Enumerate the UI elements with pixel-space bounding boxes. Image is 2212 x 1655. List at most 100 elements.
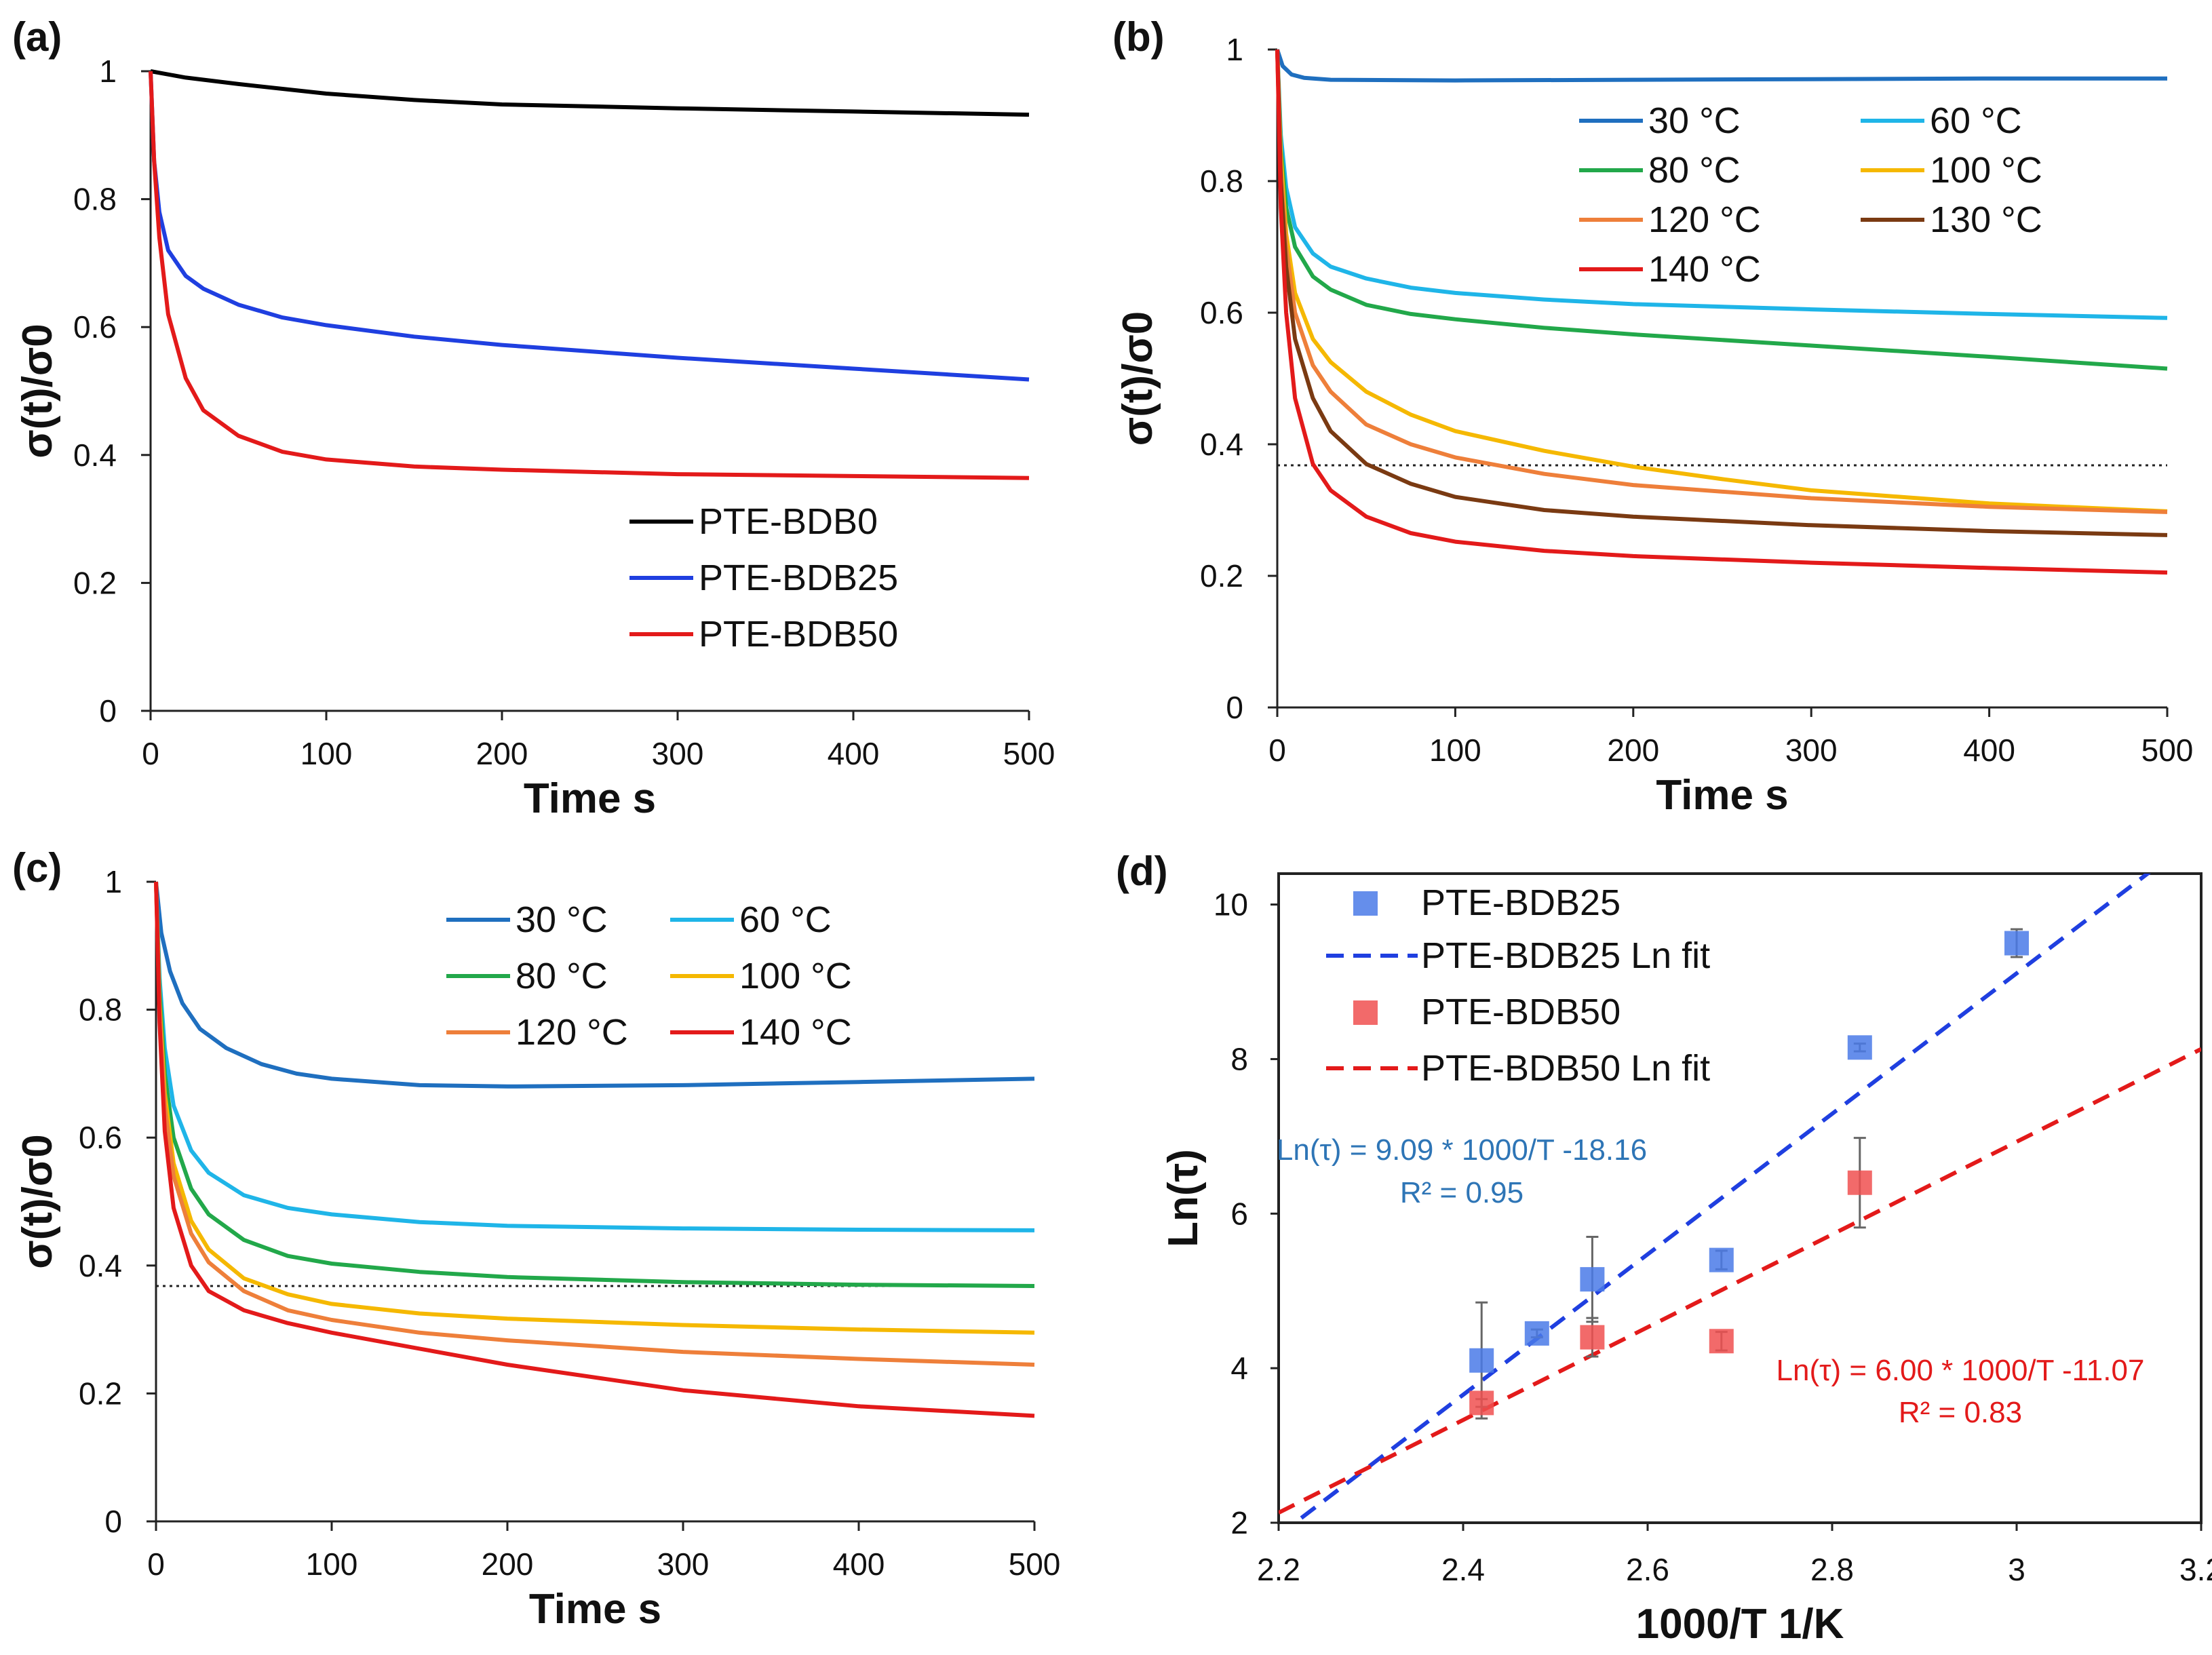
series-line-60C [154,881,1035,1232]
y-tick-label: 0.2 [1200,558,1243,593]
data-point-PTE-BDB25 [1847,1035,1872,1060]
y-tick-label: 0.8 [1200,163,1243,199]
y-axis-label: σ(t)/σ0 [1114,311,1161,446]
x-tick-label: 400 [833,1546,885,1582]
y-axis-label: Ln(τ) [1160,1149,1207,1247]
fit-r2: R² = 0.83 [1899,1396,2022,1429]
legend-label: PTE-BDB50 Ln fit [1421,1048,1710,1089]
x-tick-label: 500 [1009,1546,1061,1582]
legend-label: 100 °C [1930,150,2042,191]
x-tick-label: 100 [300,736,353,771]
x-tick-label: 200 [482,1546,534,1582]
panel-0: (a) 0 0.2 0.4 0.6 0.8 1 0 100 200 300 400 500 Time s σ… [12,14,1055,822]
legend: PTE-BDB0 PTE-BDB25 PTE-BDB50 [629,501,898,655]
series-line-30C [1275,49,2167,83]
series-line-PTEBDB50 [149,71,1030,480]
y-tick-label: 8 [1230,1041,1248,1076]
legend-label: 120 °C [516,1012,628,1053]
fit-equation: Ln(τ) = 9.09 * 1000/T -18.16 [1277,1133,1647,1167]
data-point-PTE-BDB50 [1469,1390,1494,1416]
series-line-PTEBDB25 [149,71,1030,382]
x-tick-label: 2.2 [1257,1552,1300,1587]
legend-label: PTE-BDB25 [1421,882,1621,923]
x-tick-label: 2.8 [1810,1552,1854,1587]
panel-label: (c) [12,845,62,891]
panel-label: (a) [12,14,62,60]
series-line-100C [154,881,1035,1335]
x-tick-label: 0 [147,1546,165,1582]
y-tick-label: 0.4 [1200,427,1243,462]
legend-label: 130 °C [1930,199,2042,240]
legend-marker [1353,891,1378,916]
data-point-PTE-BDB25 [1580,1267,1605,1292]
panel-2: (c) 0 0.2 0.4 0.6 0.8 1 0 100 200 300 400 500 Time s σ… [12,845,1060,1633]
plot-frame [1277,872,2203,1524]
series-line-140C [154,881,1035,1418]
series-line-120C [154,881,1035,1367]
y-tick-label: 0 [1226,690,1243,725]
y-tick-label: 1 [104,864,122,899]
x-tick-label: 100 [1429,733,1481,768]
legend: 30 °C 60 °C 80 °C 100 °C 120 °C 140 °C [446,899,852,1053]
y-tick-label: 6 [1230,1196,1248,1231]
x-tick-label: 200 [476,736,528,771]
x-tick-label: 400 [828,736,880,771]
x-tick-label: 0 [142,736,159,771]
panel-label: (d) [1116,849,1168,894]
data-point-PTE-BDB50 [1580,1325,1605,1350]
x-tick-label: 300 [657,1546,710,1582]
data-point-PTE-BDB25 [1469,1348,1494,1373]
data-point-PTE-BDB50 [1847,1170,1872,1195]
x-tick-label: 2.6 [1626,1552,1669,1587]
x-tick-label: 500 [1003,736,1055,771]
legend-label: 140 °C [1648,249,1761,290]
x-tick-label: 2.4 [1441,1552,1485,1587]
panel-1: (b) 0 0.2 0.4 0.6 0.8 1 0 100 200 300 400 500 Time s σ… [1112,14,2193,819]
y-tick-label: 0.6 [1200,295,1243,330]
series-line-130C [1275,49,2168,537]
legend-label: 30 °C [516,899,608,940]
fit-equation: Ln(τ) = 6.00 * 1000/T -11.07 [1777,1354,2145,1387]
x-tick-label: 300 [1785,733,1838,768]
y-tick-label: 1 [99,54,117,89]
legend-label: 120 °C [1648,199,1761,240]
y-tick-label: 10 [1214,887,1248,922]
y-tick-label: 0.8 [79,992,122,1028]
data-point-PTE-BDB25 [1709,1247,1734,1272]
y-tick-label: 0.4 [73,437,117,473]
y-tick-label: 0.6 [73,309,117,345]
x-axis-label: Time s [1656,772,1788,819]
legend-marker [1353,1000,1378,1025]
series-line-30C [154,881,1035,1089]
y-tick-label: 0.6 [79,1120,122,1155]
legend: PTE-BDB25 PTE-BDB25 Ln fit PTE-BDB50 PTE-BD… [1326,882,1710,1089]
legend: 30 °C 60 °C 80 °C 100 °C 120 °C 130 °C 140 °C [1579,100,2042,290]
legend-label: 100 °C [739,956,852,996]
fit-line-0 [1292,874,2151,1523]
panel-label: (b) [1112,14,1165,60]
y-tick-label: 0 [99,693,117,728]
series-line-100C [1275,49,2168,513]
legend-label: 60 °C [1930,100,2022,141]
data-point-PTE-BDB50 [1709,1329,1734,1354]
series-line-140C [1275,49,2168,575]
x-tick-label: 200 [1607,733,1659,768]
y-tick-label: 0.2 [73,565,117,600]
legend-label: 60 °C [739,899,832,940]
legend-label: PTE-BDB0 [699,501,878,542]
y-tick-label: 2 [1230,1505,1248,1540]
x-tick-label: 500 [2141,733,2194,768]
x-tick-label: 3 [2008,1552,2025,1587]
fit-line-1 [1279,1047,2201,1515]
x-axis-label: Time s [529,1586,661,1633]
series-line-PTEBDB0 [150,69,1030,117]
legend-label: 140 °C [739,1012,852,1053]
y-tick-label: 0.4 [79,1248,122,1283]
y-tick-label: 1 [1226,32,1243,67]
y-axis-label: σ(t)/σ0 [14,1134,61,1268]
x-axis-label: Time s [524,775,656,822]
x-tick-label: 100 [306,1546,358,1582]
y-tick-label: 0 [104,1504,122,1539]
series-line-60C [1275,49,2168,320]
fit-r2: R² = 0.95 [1400,1176,1524,1209]
